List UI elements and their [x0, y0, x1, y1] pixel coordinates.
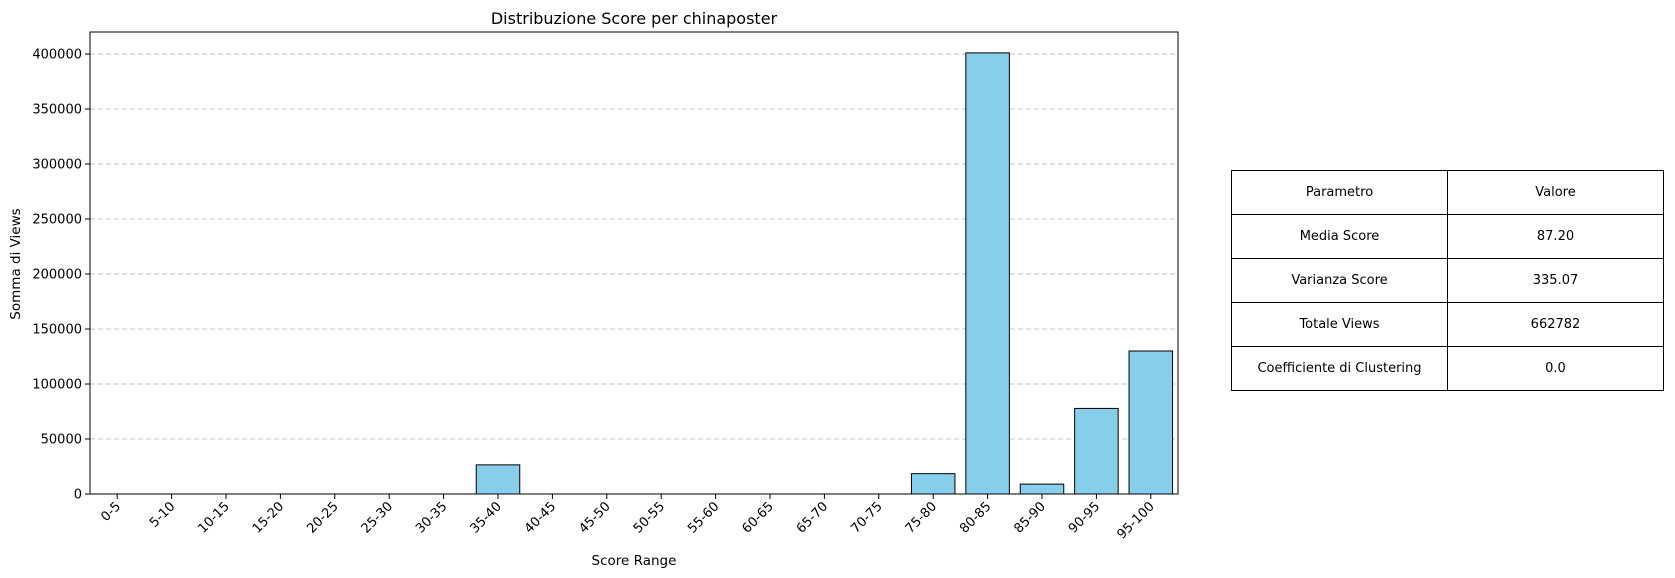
x-axis-label: Score Range [592, 553, 677, 569]
y-tick-label: 150000 [32, 323, 82, 338]
x-tick-label: 20-25 [304, 499, 341, 536]
x-axis: 0-5 5-10 10-15 15-20 20-25 25-30 30-35 35-40 40-… [98, 494, 1158, 542]
x-tick-label: 45-50 [576, 499, 613, 536]
param-cell: Media Score [1231, 214, 1448, 259]
x-tick-label: 55-60 [685, 499, 722, 536]
y-tick-label: 100000 [32, 378, 82, 393]
x-tick-label: 85-90 [1012, 499, 1049, 536]
bar-80-85 [965, 52, 1010, 495]
bar-95-100 [1128, 350, 1174, 495]
table-row: Coefficiente di Clustering 0.0 [1231, 346, 1664, 391]
chart-title: Distribuzione Score per chinaposter [491, 9, 778, 28]
y-tick-label: 400000 [32, 48, 82, 63]
x-tick-label: 0-5 [98, 499, 124, 525]
gridlines [90, 53, 1178, 440]
x-tick-label: 10-15 [196, 499, 233, 536]
x-tick-label: 25-30 [359, 499, 396, 536]
value-cell: 0.0 [1447, 346, 1664, 391]
x-tick-label: 65-70 [794, 499, 831, 536]
y-axis: 0 50000 100000 150000 200000 250000 300000 3500… [32, 48, 90, 503]
x-tick-label: 60-65 [740, 499, 777, 536]
header-parametro: Parametro [1231, 170, 1448, 215]
plot-frame [89, 31, 1179, 495]
param-cell: Totale Views [1231, 302, 1448, 347]
x-tick-label: 40-45 [522, 499, 559, 536]
x-tick-label: 95-100 [1114, 499, 1157, 542]
y-tick-label: 200000 [32, 268, 82, 283]
y-tick-label: 0 [74, 488, 82, 503]
y-tick-label: 350000 [32, 103, 82, 118]
x-tick-label: 15-20 [250, 499, 287, 536]
param-cell: Coefficiente di Clustering [1231, 346, 1448, 391]
x-tick-label: 5-10 [147, 499, 178, 530]
bar-35-40 [475, 464, 521, 495]
y-tick-label: 250000 [32, 213, 82, 228]
x-tick-label: 75-80 [903, 499, 940, 536]
table-header-row: Parametro Valore [1231, 170, 1664, 215]
value-cell: 662782 [1447, 302, 1664, 347]
y-tick-label: 300000 [32, 158, 82, 173]
stats-table: Parametro Valore Media Score 87.20 Varia… [1231, 170, 1664, 391]
value-cell: 335.07 [1447, 258, 1664, 303]
y-axis-label: Somma di Views [8, 208, 24, 319]
table-row: Totale Views 662782 [1231, 302, 1664, 347]
y-tick-label: 50000 [41, 433, 82, 448]
param-cell: Varianza Score [1231, 258, 1448, 303]
x-tick-label: 30-35 [413, 499, 450, 536]
table-row: Media Score 87.20 [1231, 214, 1664, 259]
header-valore: Valore [1447, 170, 1664, 215]
bars [475, 52, 1174, 495]
x-tick-label: 50-55 [631, 499, 668, 536]
value-cell: 87.20 [1447, 214, 1664, 259]
x-tick-label: 70-75 [848, 499, 885, 536]
x-tick-label: 80-85 [957, 499, 994, 536]
bar-75-80 [910, 473, 956, 495]
table-row: Varianza Score 335.07 [1231, 258, 1664, 303]
x-tick-label: 35-40 [468, 499, 505, 536]
x-tick-label: 90-95 [1066, 499, 1103, 536]
bar-90-95 [1074, 407, 1119, 495]
bar-85-90 [1019, 483, 1065, 495]
